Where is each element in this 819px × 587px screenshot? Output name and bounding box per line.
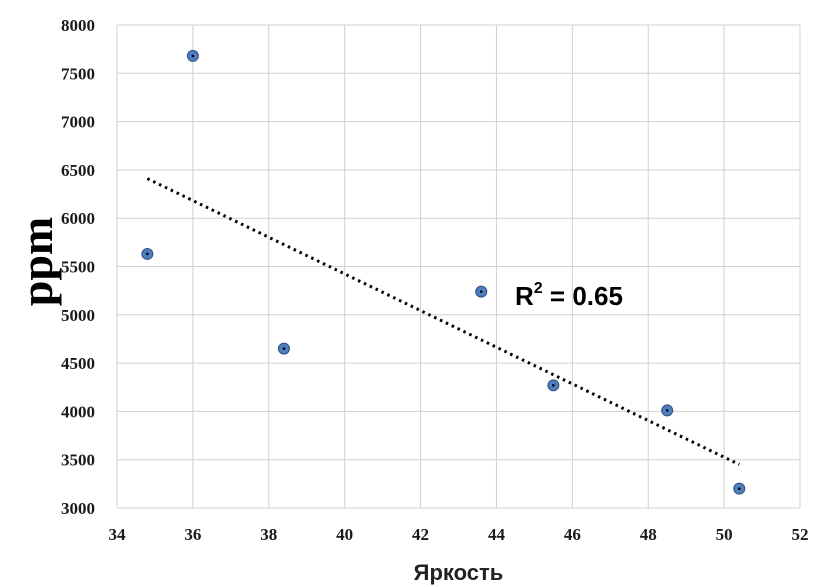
y-tick-label: 6500 xyxy=(61,161,95,180)
y-tick-label: 8000 xyxy=(61,16,95,35)
data-point xyxy=(141,247,154,260)
x-tick-label: 52 xyxy=(792,525,809,544)
data-point-center xyxy=(737,487,741,490)
data-point-center xyxy=(552,384,555,387)
x-axis-label: Яркость xyxy=(414,560,504,585)
y-axis-ticks: 3000 3500 4000 4500 5000 5500 6000 6500 7000 7500… xyxy=(61,16,95,518)
y-tick-label: 3500 xyxy=(61,451,95,470)
data-point-center xyxy=(191,54,195,58)
y-tick-label: 4500 xyxy=(61,354,95,373)
data-point-center xyxy=(665,409,669,412)
x-tick-label: 36 xyxy=(184,525,201,544)
gridlines xyxy=(116,24,801,509)
y-tick-label: 4000 xyxy=(61,402,95,421)
x-tick-label: 34 xyxy=(109,525,127,544)
x-tick-label: 48 xyxy=(640,525,657,544)
x-tick-label: 46 xyxy=(564,525,581,544)
y-tick-label: 7500 xyxy=(61,64,95,83)
x-tick-label: 38 xyxy=(260,525,277,544)
annotation-prefix: R xyxy=(515,281,534,311)
data-point xyxy=(186,49,199,62)
trendline xyxy=(146,177,740,466)
x-tick-label: 44 xyxy=(488,525,506,544)
data-point xyxy=(733,482,746,495)
data-point-center xyxy=(282,347,286,350)
y-tick-label: 5500 xyxy=(61,258,95,277)
x-tick-label: 40 xyxy=(336,525,353,544)
data-point xyxy=(475,285,488,298)
x-tick-label: 50 xyxy=(716,525,733,544)
data-point xyxy=(547,379,560,392)
x-tick-label: 42 xyxy=(412,525,429,544)
y-tick-label: 5000 xyxy=(61,306,95,325)
data-point xyxy=(277,342,290,355)
y-tick-label: 6000 xyxy=(61,209,95,228)
annotation-superscript: 2 xyxy=(534,280,543,297)
y-axis-label: ppm xyxy=(11,217,62,306)
y-tick-label: 7000 xyxy=(61,113,95,132)
y-tick-label: 3000 xyxy=(61,499,95,518)
x-axis-ticks: 34 36 38 40 42 44 46 48 50 52 xyxy=(109,525,809,544)
annotation-suffix: = 0.65 xyxy=(543,281,623,311)
data-point-center xyxy=(479,290,483,293)
data-point-center xyxy=(146,252,149,256)
r-squared-annotation: R2 = 0.65 xyxy=(515,280,623,311)
data-points xyxy=(141,49,746,495)
data-point xyxy=(661,404,674,417)
